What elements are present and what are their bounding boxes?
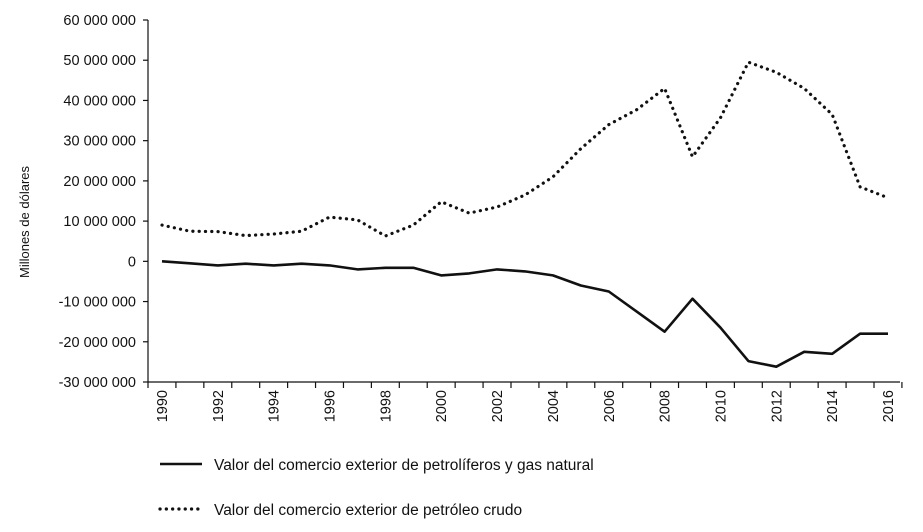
x-tick-label: 2006 <box>602 390 618 422</box>
y-tick-label: 10 000 000 <box>63 214 136 230</box>
x-tick-label: 2014 <box>825 390 841 422</box>
x-axis: 1990 1992 1994 1996 1998 2000 2002 2004 2006 2008… <box>147 381 903 422</box>
legend-label: Valor del comercio exterior de petrolífe… <box>214 457 594 474</box>
x-tick-label: 1992 <box>211 390 227 422</box>
x-tick-label: 2012 <box>769 390 785 422</box>
y-axis: 60 000 000 50 000 000 40 000 000 30 000 000… <box>59 13 149 391</box>
x-tick-label: 2000 <box>434 390 450 422</box>
y-tick-label: -10 000 000 <box>59 295 136 311</box>
series-line-petroliferos-gas <box>161 260 888 369</box>
series-line-petroleo-crudo <box>160 60 890 238</box>
series-layer <box>160 60 890 369</box>
y-tick-label: 0 <box>128 254 136 270</box>
y-tick-label: -20 000 000 <box>59 335 136 351</box>
y-tick-label: 30 000 000 <box>63 134 136 150</box>
x-tick-label: 1996 <box>323 390 339 422</box>
y-axis-label: Millones de dólares <box>17 166 32 279</box>
x-tick-label: 1990 <box>155 390 171 422</box>
y-tick-label: -30 000 000 <box>59 375 136 391</box>
x-tick-label: 2002 <box>490 390 506 422</box>
y-tick-label: 50 000 000 <box>63 53 136 69</box>
x-tick-label: 1994 <box>267 390 283 422</box>
x-tick-label: 2010 <box>713 390 729 422</box>
legend: Valor del comercio exterior de petrolífe… <box>158 457 594 519</box>
y-tick-label: 20 000 000 <box>63 174 136 190</box>
y-tick-label: 40 000 000 <box>63 93 136 109</box>
x-tick-label: 1998 <box>378 390 394 422</box>
x-tick-label: 2004 <box>546 390 562 422</box>
legend-label: Valor del comercio exterior de petróleo … <box>214 502 522 519</box>
x-tick-label: 2016 <box>881 390 897 422</box>
y-tick-label: 60 000 000 <box>63 13 136 29</box>
x-tick-label: 2008 <box>658 390 674 422</box>
